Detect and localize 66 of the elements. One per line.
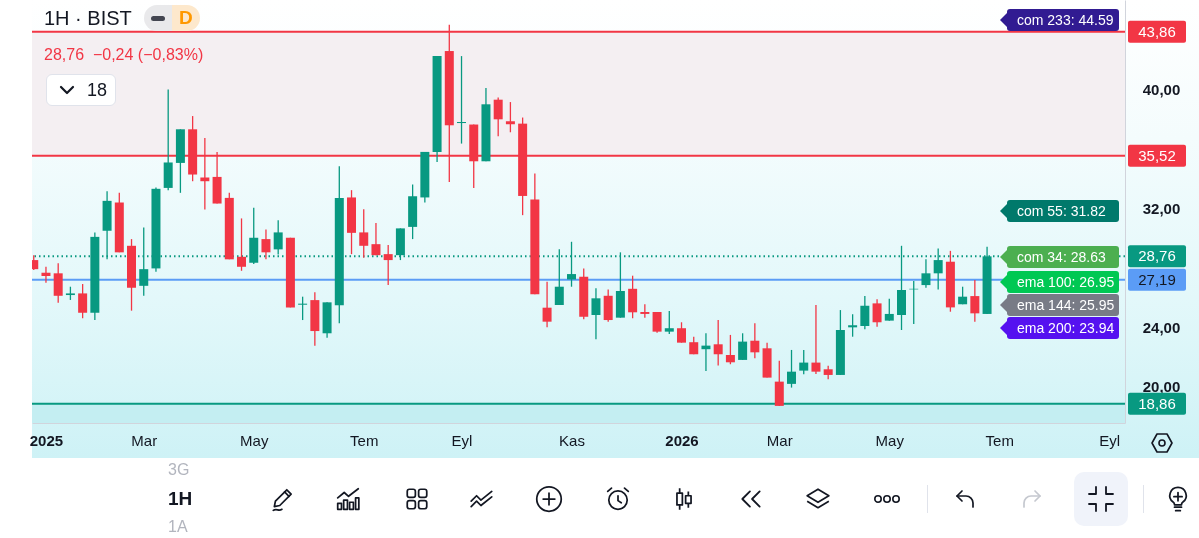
candlestick bbox=[457, 55, 467, 145]
candlestick bbox=[738, 332, 748, 361]
candlestick bbox=[505, 101, 515, 133]
x-tick-label: May bbox=[240, 431, 269, 449]
candlestick bbox=[139, 226, 149, 297]
candlestick bbox=[787, 349, 797, 389]
ref-line-label: 18,86 bbox=[1138, 394, 1176, 412]
annotation: com 233: 44.59 bbox=[1007, 9, 1119, 31]
chart-title: 1H · BIST bbox=[44, 6, 132, 30]
candlestick bbox=[493, 96, 503, 137]
candlestick bbox=[750, 322, 760, 359]
candlestick bbox=[884, 298, 894, 322]
annotation: ema 144: 25.95 bbox=[1007, 294, 1119, 316]
ref-line-label: 28,76 bbox=[1138, 247, 1176, 265]
candlestick bbox=[359, 208, 369, 259]
candlestick bbox=[298, 296, 308, 321]
x-tick-label: Eyl bbox=[451, 431, 473, 449]
x-tick-label: Eyl bbox=[1099, 431, 1121, 449]
x-tick-label: 2026 bbox=[665, 431, 699, 449]
candlestick bbox=[677, 321, 687, 344]
candlestick bbox=[664, 310, 674, 335]
candlestick bbox=[799, 349, 809, 375]
annotation: com 55: 31.82 bbox=[1007, 200, 1119, 222]
y-tick-label: 32,00 bbox=[1142, 199, 1181, 217]
text: 28,76 −0,24 (−0,83%) bbox=[44, 45, 204, 65]
ref-line-label: 43,86 bbox=[1138, 22, 1176, 40]
x-tick-label: May bbox=[875, 431, 905, 449]
x-tick-label: 2025 bbox=[29, 431, 64, 449]
ref-line-label: 35,52 bbox=[1138, 146, 1176, 164]
dropdown-box: 18 bbox=[46, 74, 116, 106]
candlestick bbox=[261, 228, 271, 260]
x-tick-label: Mar bbox=[766, 431, 793, 449]
annotation: ema 100: 26.95 bbox=[1007, 271, 1119, 293]
candlestick bbox=[628, 275, 638, 319]
candlestick bbox=[860, 295, 870, 330]
candlestick bbox=[591, 287, 601, 340]
annotation: D bbox=[171, 5, 200, 31]
candlestick bbox=[383, 244, 393, 286]
candlestick bbox=[921, 258, 931, 289]
x-tick-label: Tem bbox=[985, 431, 1014, 449]
ref-line-label: 27,19 bbox=[1138, 270, 1176, 288]
candlestick bbox=[78, 283, 88, 319]
candlestick bbox=[542, 281, 552, 328]
x-tick-label: Mar bbox=[131, 431, 158, 449]
y-tick-label: 24,00 bbox=[1142, 318, 1181, 336]
annotation: ema 200: 23.94 bbox=[1007, 317, 1119, 339]
candlestick bbox=[713, 319, 723, 367]
candlestick bbox=[725, 334, 735, 365]
text: 3G bbox=[168, 461, 190, 479]
candlestick bbox=[371, 222, 381, 256]
candlestick bbox=[848, 313, 858, 338]
text: 1A bbox=[168, 518, 188, 536]
x-tick-label: Kas bbox=[559, 431, 585, 449]
candlestick bbox=[53, 262, 63, 304]
annotation: com 34: 28.63 bbox=[1007, 246, 1119, 268]
candlestick bbox=[872, 298, 882, 328]
candlestick bbox=[237, 217, 247, 272]
annotation: 18 bbox=[87, 79, 108, 101]
candlestick bbox=[970, 279, 980, 323]
text: 1H bbox=[168, 488, 193, 510]
candlestick bbox=[652, 311, 662, 334]
candlestick bbox=[41, 266, 51, 284]
x-tick-label: Tem bbox=[350, 431, 379, 449]
y-tick-label: 20,00 bbox=[1142, 378, 1181, 396]
candlestick bbox=[811, 304, 821, 375]
y-tick-label: 40,00 bbox=[1142, 80, 1181, 98]
